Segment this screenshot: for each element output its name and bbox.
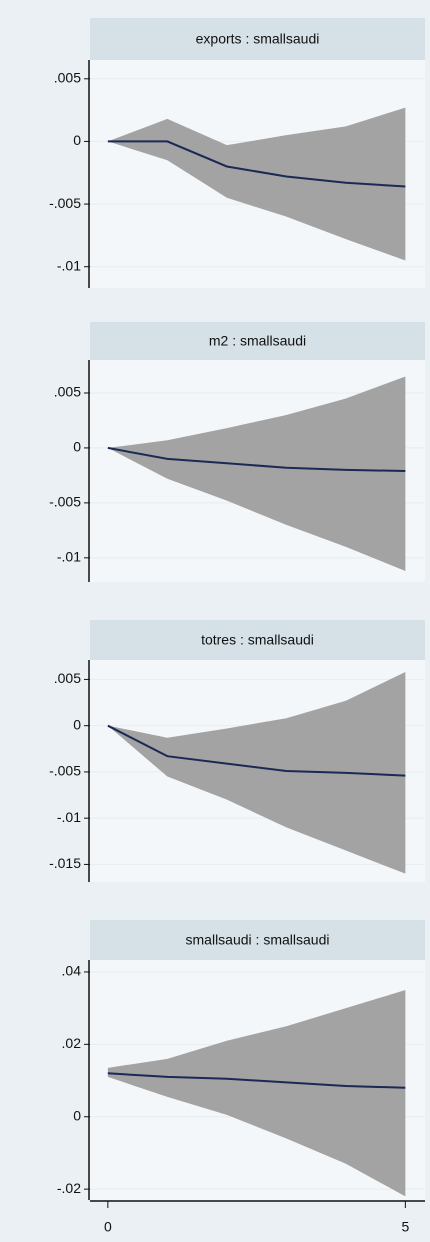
- x-tick-label: 0: [104, 1219, 112, 1235]
- x-tick-label: 5: [401, 1219, 409, 1235]
- panel-title-bar: [90, 920, 425, 960]
- y-tick-label: -.005: [49, 763, 81, 779]
- y-tick-label: 0: [73, 132, 81, 148]
- y-tick-label: -.005: [49, 494, 81, 510]
- panel-title-bar: [90, 620, 425, 660]
- irf-line: [107, 1072, 406, 1089]
- y-tick-label: -.015: [49, 855, 81, 871]
- y-tick-label: .04: [62, 963, 82, 979]
- panel-title-bar: [90, 18, 425, 60]
- confidence-band: [107, 990, 406, 1197]
- y-tick-label: .005: [54, 670, 81, 686]
- y-tick-label: .005: [54, 69, 81, 85]
- confidence-band: [107, 376, 406, 572]
- confidence-band: [107, 672, 406, 874]
- irf-line: [107, 724, 406, 777]
- y-tick-label: 0: [73, 716, 81, 732]
- panel-title: smallsaudi : smallsaudi: [186, 932, 330, 948]
- confidence-band: [107, 107, 406, 261]
- irf-line: [107, 446, 406, 472]
- y-tick-label: 0: [73, 1107, 81, 1123]
- y-tick-label: -.01: [57, 809, 81, 825]
- panel-title: exports : smallsaudi: [196, 31, 320, 47]
- y-tick-label: 0: [73, 439, 81, 455]
- y-tick-label: .02: [62, 1035, 82, 1051]
- panel-title: m2 : smallsaudi: [209, 333, 306, 349]
- y-tick-label: -.005: [49, 195, 81, 211]
- panel-title: totres : smallsaudi: [201, 632, 314, 648]
- panel-title-bar: [90, 322, 425, 360]
- y-tick-label: .005: [54, 384, 81, 400]
- irf-line: [107, 140, 406, 188]
- y-tick-label: -.02: [57, 1180, 81, 1196]
- y-tick-label: -.01: [57, 549, 81, 565]
- y-tick-label: -.01: [57, 257, 81, 273]
